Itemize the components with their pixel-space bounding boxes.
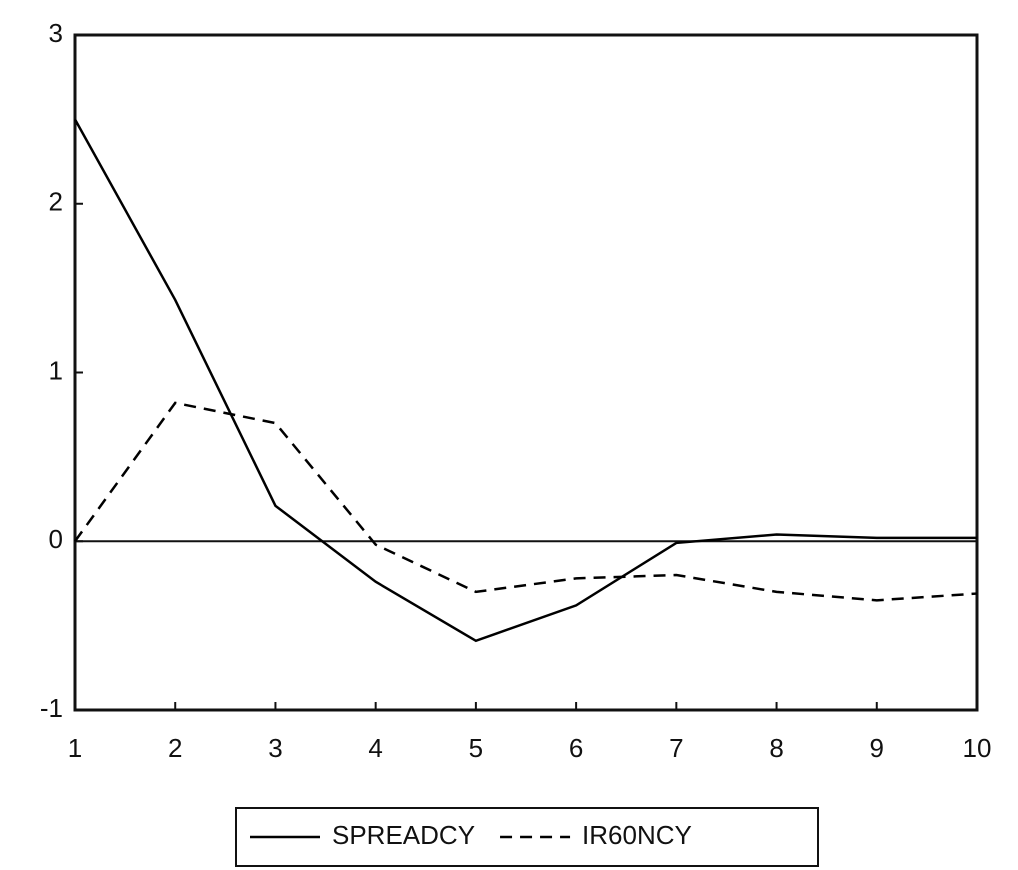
legend-box: [235, 807, 819, 867]
series-line: [73, 118, 977, 643]
y-tick-label: -1: [40, 693, 63, 723]
x-tick-label: 3: [268, 733, 282, 763]
x-tick-label: 7: [669, 733, 683, 763]
x-tick-label: 4: [368, 733, 382, 763]
x-tick-label: 1: [68, 733, 82, 763]
x-tick-label: 6: [569, 733, 583, 763]
legend-label: IR60NCY: [582, 820, 692, 850]
x-tick-label: 9: [870, 733, 884, 763]
legend-label: SPREADCY: [332, 820, 475, 850]
y-tick-label: 1: [49, 355, 63, 385]
x-tick-label: 5: [469, 733, 483, 763]
y-tick-label: 2: [49, 187, 63, 217]
x-tick-label: 8: [769, 733, 783, 763]
y-tick-label: 0: [49, 524, 63, 554]
x-tick-label: 10: [963, 733, 992, 763]
series-line: [73, 401, 978, 602]
y-tick-label: 3: [49, 18, 63, 48]
x-tick-label: 2: [168, 733, 182, 763]
